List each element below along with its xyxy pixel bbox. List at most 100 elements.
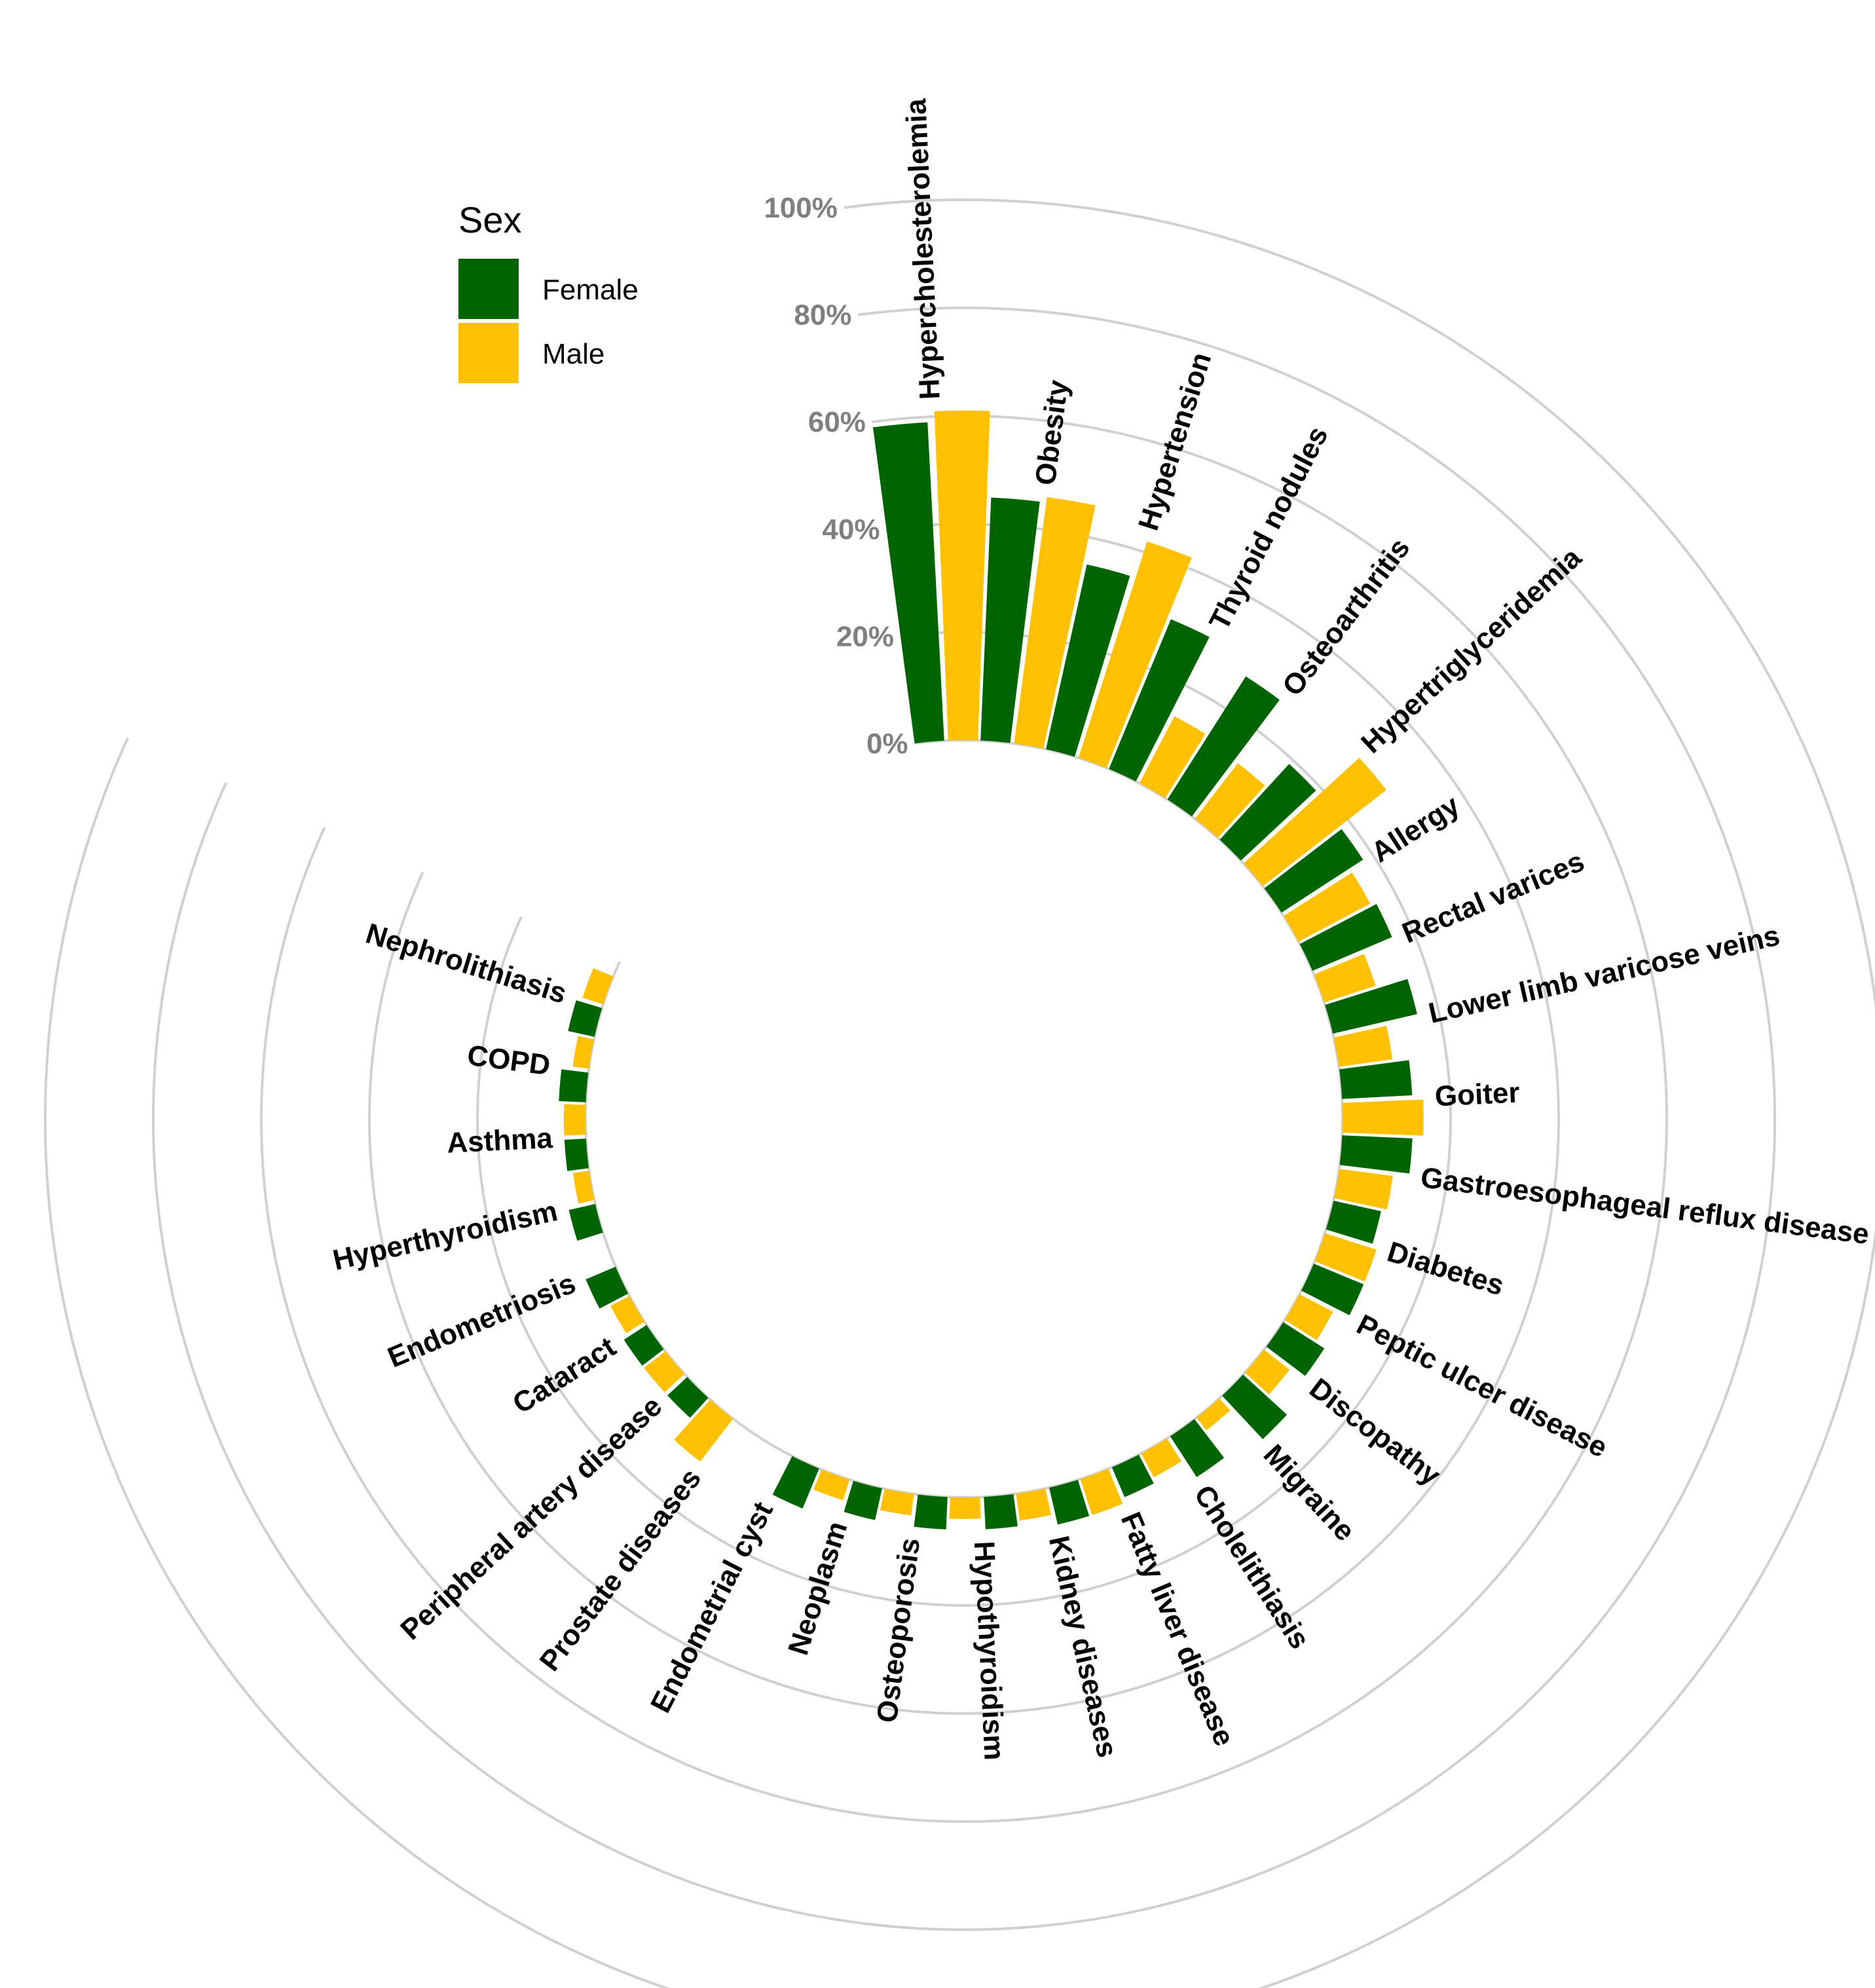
category-label: Cataract	[507, 1330, 622, 1420]
bar-male	[674, 1399, 733, 1462]
bar-female	[1170, 1419, 1225, 1478]
bar-male	[582, 968, 614, 1005]
grid-ring	[475, 631, 1452, 1607]
y-tick-label: 20%	[836, 620, 894, 652]
category-label: Allergy	[1365, 789, 1465, 869]
category-label: Lower limb varicose veins	[1426, 920, 1783, 1030]
bar-male	[1078, 541, 1192, 768]
bar-male	[1334, 1169, 1393, 1210]
grid-ring	[44, 198, 1875, 1988]
legend-swatch-male	[458, 323, 519, 383]
category-label: Hypercholesterolemia	[900, 98, 946, 400]
bar-male	[1139, 716, 1206, 798]
bar-female	[667, 1377, 709, 1418]
bar-female	[1049, 1480, 1090, 1525]
bar-male	[1314, 1233, 1377, 1282]
bar-female	[873, 422, 944, 743]
category-label: Hypothyroidism	[968, 1541, 1011, 1761]
category-label: Nephrolithiasis	[362, 918, 570, 1010]
legend-title: Sex	[458, 199, 522, 240]
bar-female	[1339, 1135, 1413, 1174]
bar-male	[610, 1296, 644, 1334]
bar-male	[644, 1351, 685, 1393]
bar-female	[980, 497, 1040, 743]
category-label: Thyroid nodules	[1203, 421, 1335, 635]
bar-male	[1243, 757, 1386, 886]
bar-male	[813, 1469, 850, 1501]
category-label: Hypertension	[1132, 348, 1217, 534]
category-label: Hyperthyroidism	[330, 1195, 561, 1277]
bar-male	[1342, 1099, 1424, 1136]
bar-male	[572, 1171, 595, 1204]
legend-label-male: Male	[542, 338, 604, 370]
legend-label-female: Female	[542, 274, 639, 306]
category-label: Gastroesophageal reflux disease	[1419, 1161, 1870, 1250]
category-label: Osteoarthritis	[1276, 532, 1417, 702]
category-label: Migraine	[1257, 1438, 1362, 1547]
bar-female	[1325, 979, 1417, 1034]
y-tick-label: 100%	[764, 192, 838, 224]
category-label: Asthma	[446, 1122, 553, 1159]
bar-male	[949, 1497, 981, 1519]
bar-male	[1284, 872, 1371, 942]
category-label: Kidney diseases	[1043, 1533, 1124, 1760]
bar-female	[1167, 676, 1280, 817]
y-tick-label: 0%	[866, 728, 908, 760]
bar-female	[623, 1324, 664, 1366]
bar-male	[1314, 954, 1376, 1003]
y-tick-label: 40%	[822, 514, 880, 546]
bar-female	[914, 1494, 948, 1529]
grid-ring	[260, 415, 1668, 1823]
grid-layer	[44, 198, 1875, 1988]
bar-female	[1301, 1264, 1364, 1315]
legend: Sex Female Male	[458, 199, 639, 383]
bar-female	[1109, 619, 1210, 781]
grid-ring	[584, 739, 1344, 1499]
bar-male	[1195, 763, 1265, 838]
bar-layer	[559, 410, 1424, 1529]
category-label: Goiter	[1434, 1077, 1521, 1113]
bar-male	[880, 1489, 914, 1516]
bar-male	[1284, 1294, 1333, 1340]
category-label: Diabetes	[1384, 1235, 1508, 1302]
bar-male	[1014, 497, 1096, 749]
category-label: Endometriosis	[383, 1267, 580, 1374]
bar-female	[1326, 1201, 1381, 1244]
y-tick-label: 80%	[794, 299, 851, 331]
bar-female	[844, 1480, 882, 1520]
category-label: Osteoporosis	[871, 1536, 927, 1725]
bar-female	[1111, 1454, 1154, 1497]
legend-swatch-female	[458, 259, 519, 319]
category-label: Rectal varices	[1398, 845, 1589, 949]
bar-female	[1046, 564, 1130, 757]
bar-female	[1299, 904, 1392, 971]
bar-male	[1016, 1488, 1051, 1521]
bar-female	[564, 1138, 589, 1171]
category-label: Discopathy	[1303, 1372, 1447, 1492]
category-label: Cholelithiasis	[1187, 1480, 1316, 1655]
bar-male	[1141, 1438, 1181, 1478]
bar-male	[1244, 1349, 1290, 1395]
category-label: Obesity	[1030, 378, 1075, 487]
bar-male	[934, 410, 990, 741]
bar-female	[585, 1266, 629, 1309]
grid-ring	[368, 523, 1560, 1715]
bar-male	[1197, 1398, 1231, 1431]
bar-female	[568, 1204, 603, 1241]
bar-female	[1339, 1060, 1413, 1099]
grid-ring	[152, 307, 1776, 1931]
tick-labels: 0% 20% 40% 60% 80% 100%	[764, 192, 908, 760]
bar-female	[1266, 1322, 1325, 1376]
bar-female	[559, 1069, 589, 1102]
bar-female	[568, 1000, 603, 1037]
bar-female	[1264, 829, 1364, 913]
bar-female	[1219, 764, 1316, 861]
bar-male	[564, 1104, 586, 1136]
bar-female	[984, 1494, 1018, 1529]
bar-male	[1080, 1469, 1123, 1515]
y-tick-label: 60%	[808, 406, 866, 438]
bar-male	[572, 1036, 594, 1069]
category-label: Neoplasm	[782, 1518, 853, 1659]
bar-male	[1333, 1026, 1393, 1067]
